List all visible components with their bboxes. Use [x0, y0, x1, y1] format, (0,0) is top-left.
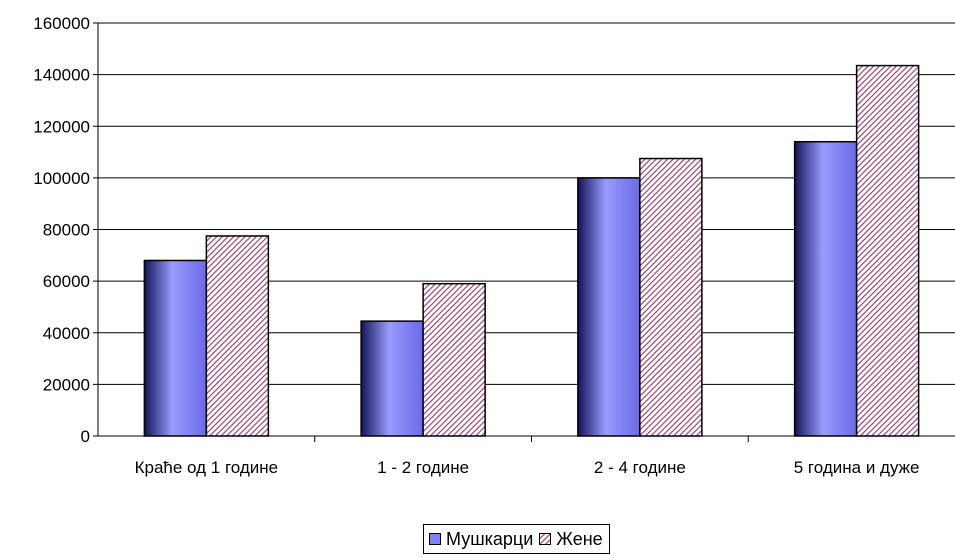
bar-women [422, 282, 486, 437]
y-tick-label: 160000 [33, 14, 90, 33]
y-tick-label: 20000 [43, 375, 90, 394]
y-tick-label: 100000 [33, 169, 90, 188]
bar-women [639, 157, 703, 437]
y-tick-label: 40000 [43, 324, 90, 343]
legend: Мушкарци Жене [423, 524, 610, 554]
bar-men [143, 259, 208, 437]
y-tick-label: 60000 [43, 272, 90, 291]
legend-label-men: Мушкарци [446, 528, 534, 549]
bar-women [855, 64, 920, 437]
x-category-label: 2 - 4 године [594, 458, 686, 477]
y-tick-label: 80000 [43, 221, 90, 240]
bar-men [577, 177, 641, 437]
axes [93, 22, 955, 442]
legend-item-women: Жене [539, 528, 603, 550]
x-category-label: 5 година и дуже [794, 458, 920, 477]
x-category-label: Краће од 1 године [135, 458, 279, 477]
bars [143, 64, 920, 437]
legend-swatch-men [429, 533, 441, 545]
y-tick-label: 0 [81, 427, 90, 446]
bar-women [205, 235, 270, 437]
bar-chart: 0 20000 40000 60000 80000 100000 120000 140000 1… [33, 14, 955, 477]
legend-label-women: Жене [556, 528, 603, 549]
bar-men [793, 140, 858, 437]
bar-men [360, 320, 424, 437]
y-tick-label: 120000 [33, 117, 90, 136]
axis-labels: 0 20000 40000 60000 80000 100000 120000 140000 1… [33, 14, 919, 477]
x-category-label: 1 - 2 године [377, 458, 469, 477]
legend-item-men: Мушкарци [429, 529, 533, 550]
y-tick-label: 140000 [33, 66, 90, 85]
legend-swatch-women [539, 533, 552, 545]
